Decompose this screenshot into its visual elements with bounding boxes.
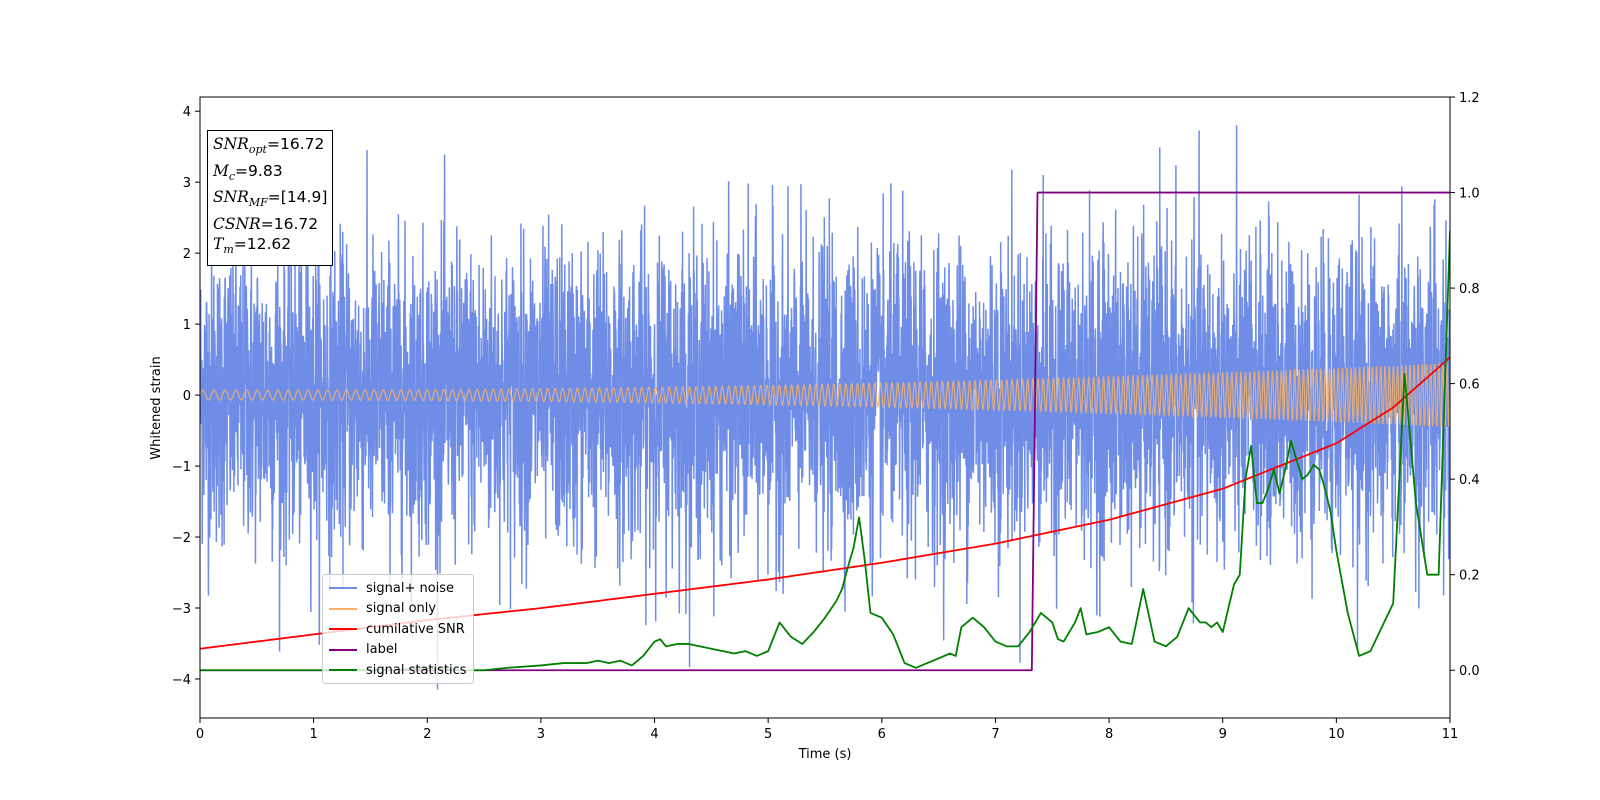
- x-tick-label: 6: [878, 727, 886, 742]
- annotation-snr-opt: SNRopt=16.72: [213, 135, 325, 157]
- legend-label: cumilative SNR: [366, 621, 465, 637]
- y2-tick-label: 0.8: [1459, 282, 1480, 297]
- y-axis-right: 0.0 0.2 0.4 0.6 0.8 1.0 1.2: [1450, 91, 1480, 679]
- y2-tick-label: 0.2: [1459, 569, 1480, 584]
- x-tick-label: 3: [537, 727, 545, 742]
- legend-swatch: [329, 648, 357, 651]
- legend-item: cumilative SNR: [329, 619, 467, 640]
- y-axis-left: −4 −3 −2 −1 0 1 2 3 4: [172, 105, 200, 688]
- series-signal-statistics: [200, 230, 1450, 672]
- y2-tick-label: 0.0: [1459, 664, 1480, 679]
- x-tick-label: 9: [1219, 727, 1227, 742]
- y2-tick-label: 0.4: [1459, 473, 1480, 488]
- annotation-snr-mf: SNRMF=[14.9]: [213, 188, 328, 210]
- x-tick-label: 5: [764, 727, 772, 742]
- y-tick-label: −1: [172, 460, 191, 475]
- y-tick-label: 4: [183, 105, 191, 120]
- annotation-box: SNRopt=16.72 Mc=9.83 SNRMF=[14.9] CSNR=1…: [207, 130, 334, 266]
- y-tick-label: −4: [172, 673, 191, 688]
- series-label: [200, 191, 1450, 672]
- series-signal-noise: [200, 125, 1450, 690]
- y-tick-label: 2: [183, 247, 191, 262]
- legend-item: label: [329, 640, 467, 661]
- legend-label: signal+ noise: [366, 580, 455, 596]
- y-tick-label: 1: [183, 318, 191, 333]
- x-tick-label: 11: [1442, 727, 1459, 742]
- annotation-mc: Mc=9.83: [213, 161, 283, 183]
- y-tick-label: 3: [183, 176, 191, 191]
- y2-tick-label: 1.0: [1459, 187, 1480, 202]
- y2-tick-label: 1.2: [1459, 91, 1480, 106]
- y-axis-label: Whitened strain: [149, 356, 164, 459]
- series-signal-only: [200, 361, 1450, 429]
- annotation-csnr: CSNR=16.72: [213, 214, 319, 233]
- y-tick-label: 0: [183, 389, 191, 404]
- legend-label: signal statistics: [366, 662, 467, 678]
- legend-swatch: [329, 607, 357, 610]
- legend-item: signal+ noise: [329, 578, 467, 599]
- x-tick-label: 8: [1105, 727, 1113, 742]
- axes-frame: [199, 96, 1451, 719]
- y-tick-label: −3: [172, 602, 191, 617]
- x-tick-label: 10: [1328, 727, 1345, 742]
- x-tick-label: 4: [650, 727, 658, 742]
- x-axis: 0 1 2 3 4 5 6 7 8 9 10 11: [196, 718, 1458, 742]
- y-tick-label: −2: [172, 531, 191, 546]
- y2-tick-label: 0.6: [1459, 378, 1480, 393]
- legend-label: signal only: [366, 601, 437, 617]
- x-tick-label: 7: [991, 727, 999, 742]
- legend-item: signal statistics: [329, 660, 467, 681]
- legend-item: signal only: [329, 599, 467, 620]
- x-axis-label: Time (s): [798, 747, 852, 762]
- legend-swatch: [329, 587, 357, 590]
- x-tick-label: 1: [309, 727, 317, 742]
- x-tick-label: 2: [423, 727, 431, 742]
- x-tick-label: 0: [196, 727, 204, 742]
- legend-label: label: [366, 642, 398, 658]
- legend: signal+ noise signal only cumilative SNR…: [322, 574, 474, 684]
- legend-swatch: [329, 628, 357, 631]
- annotation-tm: Tm=12.62: [213, 235, 292, 257]
- legend-swatch: [329, 669, 357, 672]
